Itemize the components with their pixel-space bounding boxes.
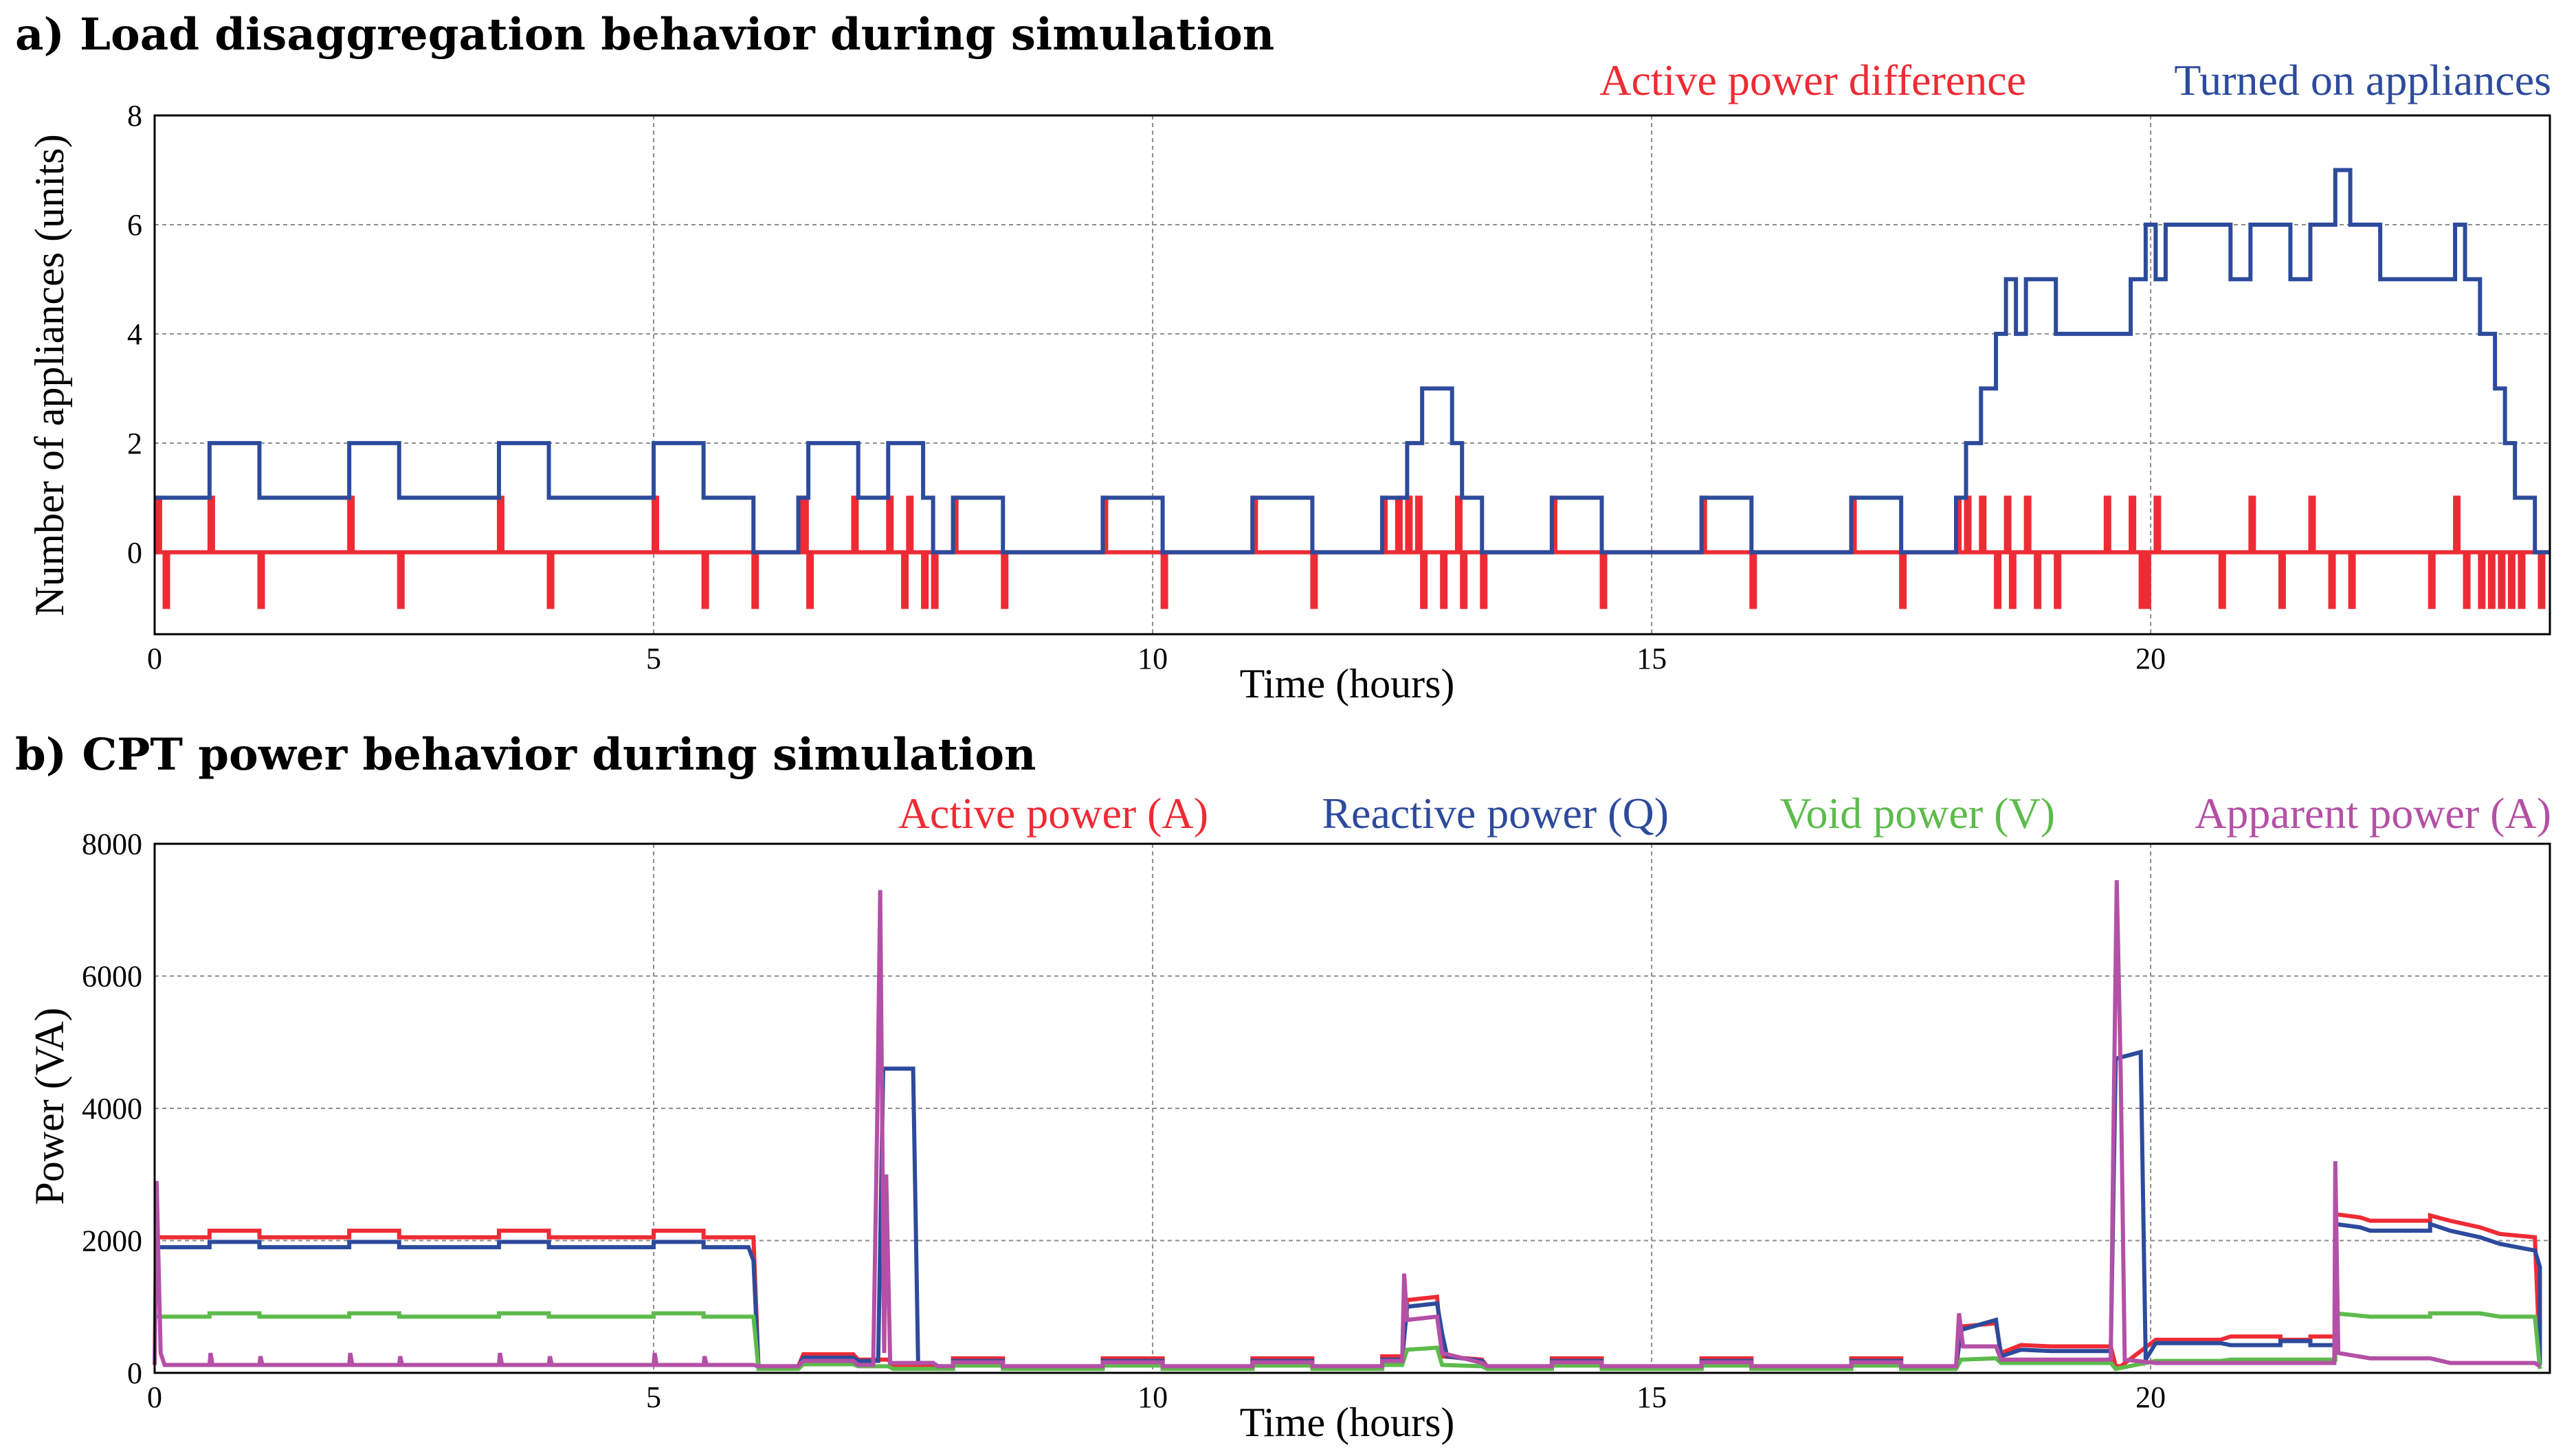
panel-a-y-tick-label: 2 bbox=[127, 427, 142, 460]
panel-b-title: b) CPT power behavior during simulation bbox=[15, 729, 1036, 781]
panel-b-y-axis-label: Power (VA) bbox=[27, 1007, 72, 1205]
panel-b-x-tick-label: 20 bbox=[2135, 1380, 2166, 1414]
panel-b-cpt-power: b) CPT power behavior during simulation … bbox=[15, 729, 2551, 1445]
panel-b-x-tick-label: 10 bbox=[1137, 1380, 1168, 1414]
panel-a-x-tick-label: 10 bbox=[1137, 642, 1168, 675]
panel-b-x-axis-label: Time (hours) bbox=[1240, 1400, 1455, 1445]
panel-a-x-tick-label: 20 bbox=[2135, 642, 2166, 675]
panel-a-y-tick-label: 8 bbox=[127, 99, 142, 133]
panel-a-series-turned-on-appliances bbox=[155, 168, 2550, 555]
legend-reactive-power: Reactive power (Q) bbox=[1322, 789, 1669, 838]
panel-b-x-tick-label: 0 bbox=[147, 1380, 162, 1414]
panel-a-plot-frame bbox=[153, 114, 2551, 636]
panel-a-title: a) Load disaggregation behavior during s… bbox=[15, 9, 1274, 60]
panel-b-y-tick-label: 4000 bbox=[82, 1092, 142, 1125]
panel-a-x-tick-label: 0 bbox=[147, 642, 162, 675]
legend-turned-on-appliances: Turned on appliances bbox=[2174, 56, 2551, 104]
panel-a-load-disaggregation: a) Load disaggregation behavior during s… bbox=[15, 9, 2551, 706]
panel-b-series-void-power-v bbox=[155, 1311, 2542, 1371]
panel-b-y-tick-label: 2000 bbox=[82, 1224, 142, 1258]
panel-b-x-tick-label: 5 bbox=[646, 1380, 661, 1414]
panel-b-y-tick-label: 0 bbox=[127, 1356, 142, 1390]
legend-void-power: Void power (V) bbox=[1779, 789, 2055, 838]
panel-a-ticks: 0 5 10 15 20 0 2 4 6 8 bbox=[127, 99, 2166, 675]
panel-b-y-tick-label: 8000 bbox=[82, 827, 142, 861]
panel-a-y-tick-label: 6 bbox=[127, 208, 142, 242]
panel-a-y-tick-label: 0 bbox=[127, 536, 142, 570]
legend-active-power-difference: Active power difference bbox=[1599, 56, 2026, 104]
panel-a-y-tick-label: 4 bbox=[127, 317, 142, 351]
panel-a-x-axis-label: Time (hours) bbox=[1240, 661, 1455, 706]
legend-active-power: Active power (A) bbox=[898, 789, 1208, 838]
legend-apparent-power: Apparent power (A) bbox=[2195, 789, 2551, 838]
panel-a-y-axis-label: Number of appliances (units) bbox=[27, 134, 72, 616]
panel-b-plot-frame bbox=[153, 842, 2551, 1374]
panel-a-grid bbox=[155, 115, 2550, 634]
panel-b-series-reactive-power-q bbox=[155, 1049, 2542, 1370]
panel-b-series bbox=[153, 880, 2542, 1371]
panel-a-x-tick-label: 15 bbox=[1636, 642, 1667, 675]
panel-a-series bbox=[154, 168, 2550, 609]
panel-b-y-tick-label: 6000 bbox=[82, 960, 142, 994]
panel-b-grid bbox=[155, 844, 2550, 1373]
panel-b-ticks: 0 5 10 15 20 0 2000 4000 6000 8000 bbox=[82, 827, 2166, 1414]
panel-b-x-tick-label: 15 bbox=[1636, 1380, 1667, 1414]
panel-a-x-tick-label: 5 bbox=[646, 642, 661, 675]
panel-b-series-apparent-power-a bbox=[153, 880, 2542, 1369]
